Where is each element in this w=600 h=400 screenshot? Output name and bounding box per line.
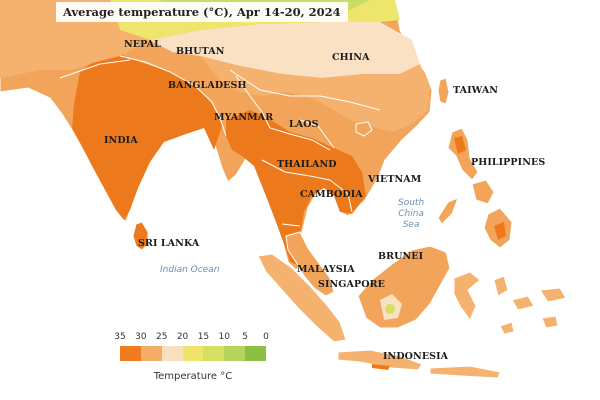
hot-zone-india <box>72 50 222 220</box>
label-myanmar: MYANMAR <box>214 112 274 123</box>
legend-tick-label: 20 <box>176 332 189 342</box>
mindanao-hot-spot <box>494 222 506 240</box>
country-borders <box>59 55 381 227</box>
legend-swatch <box>224 346 246 361</box>
borneo-land <box>357 245 451 329</box>
label-malaysia: MALAYSIA <box>297 264 355 275</box>
label-brunei: BRUNEI <box>378 251 424 262</box>
label-taiwan: TAIWAN <box>453 85 499 96</box>
malay-peninsula-land <box>285 231 335 297</box>
label-bangladesh: BANGLADESH <box>168 80 247 91</box>
legend-swatch <box>120 346 141 361</box>
hot-zone-indochina <box>226 110 366 266</box>
label-bhutan: BHUTAN <box>176 46 225 57</box>
legend-tick-label: 35 <box>114 332 126 342</box>
legend-swatches <box>120 346 266 361</box>
borneo-cool-spot-inner <box>385 304 395 314</box>
label-south-china-sea: South China Sea <box>398 198 425 230</box>
legend-swatch <box>182 346 204 361</box>
legend-tick-label: 30 <box>135 332 147 342</box>
sri-lanka-land <box>132 221 149 251</box>
sulawesi-land <box>453 271 481 322</box>
philippines-hot-spot <box>454 136 466 154</box>
legend-tick-label: 5 <box>242 332 248 342</box>
legend-swatch <box>161 346 183 361</box>
label-laos: LAOS <box>289 119 319 130</box>
sumatra-land <box>257 253 347 343</box>
legend-tick-label: 15 <box>197 332 210 342</box>
label-cambodia: CAMBODIA <box>300 189 363 200</box>
eastern-islands-land <box>493 275 567 335</box>
label-india: INDIA <box>104 135 138 146</box>
label-indonesia: INDONESIA <box>383 351 449 362</box>
legend-ticks: 35 30 25 20 15 10 5 0 <box>114 332 270 344</box>
label-china: CHINA <box>332 52 370 63</box>
java-hot-spot <box>372 364 390 370</box>
temperature-legend: 35 30 25 20 15 10 5 0 Temperature °C <box>108 326 278 388</box>
lesser-sunda-islands <box>429 365 501 379</box>
label-philippines: PHILIPPINES <box>471 157 546 168</box>
mild-zone-china <box>150 22 420 78</box>
legend-tick-label: 0 <box>263 332 269 342</box>
map-title: Average temperature (°C), Apr 14-20, 202… <box>56 2 348 22</box>
label-indian-ocean: Indian Ocean <box>160 265 220 275</box>
legend-tick-label: 10 <box>218 332 230 342</box>
label-sri-lanka: SRI LANKA <box>138 238 200 249</box>
label-thailand: THAILAND <box>277 159 337 170</box>
label-singapore: SINGAPORE <box>318 279 385 290</box>
label-vietnam: VIETNAM <box>368 174 422 185</box>
hainan-land <box>355 121 373 137</box>
legend-tick-label: 25 <box>155 332 168 342</box>
legend-swatch <box>245 346 266 361</box>
legend-title: Temperature °C <box>153 371 233 382</box>
label-nepal: NEPAL <box>124 39 161 50</box>
warm-zone-south-china <box>200 56 430 132</box>
taiwan-land <box>437 77 450 105</box>
java-land <box>337 349 423 371</box>
legend-swatch <box>203 346 225 361</box>
legend-swatch <box>140 346 162 361</box>
